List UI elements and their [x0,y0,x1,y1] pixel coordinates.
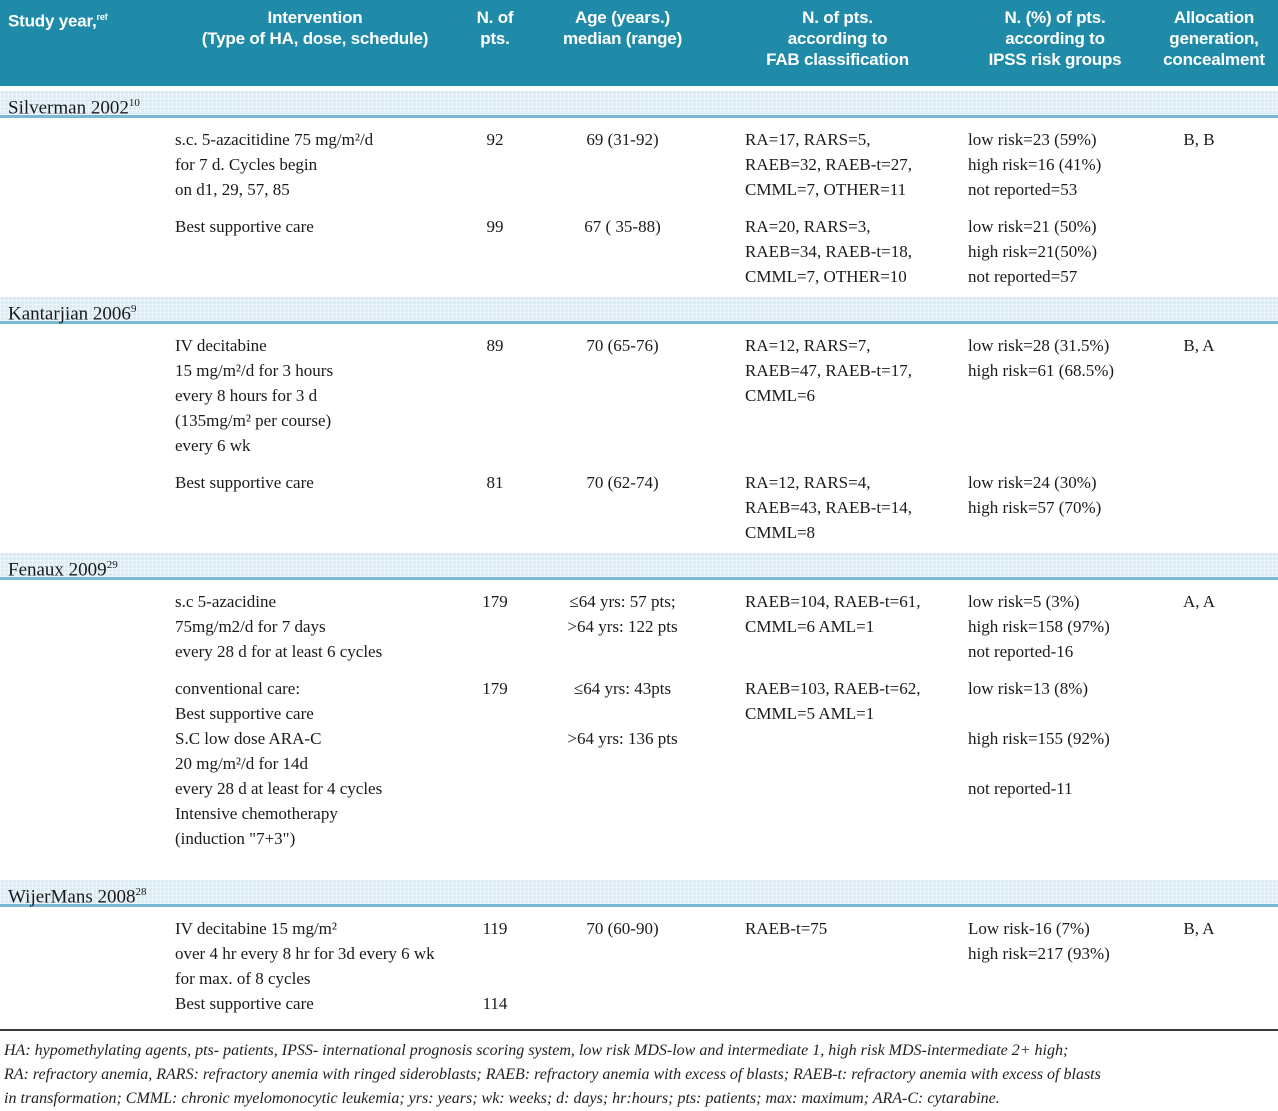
study-band: Kantarjian 20069 [0,297,1278,324]
fab-cell: RA=17, RARS=5, RAEB=32, RAEB-t=27, CMML=… [745,130,912,199]
ref-superscript: ref [96,12,108,22]
age-cell: 70 (65-76) [586,336,659,355]
table-row: s.c 5-azacidine 75mg/m2/d for 7 days eve… [0,580,1278,667]
col-header-study-year: Study year,ref [0,7,170,86]
col-header-fab: N. of pts. according to FAB classificati… [766,8,909,69]
n-pts-cell: 179 [482,679,508,698]
study-cell [0,214,170,289]
ipss-cell: low risk=28 (31.5%) high risk=61 (68.5%) [968,336,1115,380]
age-cell: 67 ( 35-88) [584,217,661,236]
age-cell: ≤64 yrs: 57 pts; >64 yrs: 122 pts [567,592,678,636]
study-name: Fenaux 2009 [8,559,107,581]
study-section-fenaux: Fenaux 200929 s.c 5-azacidine 75mg/m2/d … [0,553,1278,854]
table-row: IV decitabine 15 mg/m² over 4 hr every 8… [0,907,1278,991]
ipss-cell: Low risk-16 (7%) high risk=217 (93%) [968,919,1110,963]
study-band: Fenaux 200929 [0,553,1278,580]
ipss-cell: low risk=23 (59%) high risk=16 (41%) not… [968,130,1102,199]
study-ref-superscript: 29 [106,559,118,571]
age-cell: 70 (62-74) [586,473,659,492]
study-section-wijermans: WijerMans 200828 IV decitabine 15 mg/m² … [0,880,1278,1019]
intervention-cell: s.c. 5-azacitidine 75 mg/m²/d for 7 d. C… [175,130,374,199]
intervention-cell: s.c 5-azacidine 75mg/m2/d for 7 days eve… [175,592,383,661]
study-band: Silverman 200210 [0,91,1278,118]
col-header-study-year-label: Study year, [8,11,97,31]
fab-cell [715,991,960,1016]
ipss-cell: low risk=5 (3%) high risk=158 (97%) not … [968,592,1110,661]
n-pts-cell: 114 [482,994,508,1013]
table-row: Best supportive care 81 70 (62-74) RA=12… [0,461,1278,548]
n-pts-cell: 89 [486,336,504,355]
study-section-kantarjian: Kantarjian 20069 IV decitabine 15 mg/m²/… [0,297,1278,548]
fab-cell: RAEB=103, RAEB-t=62, CMML=5 AML=1 [745,679,921,723]
table-row: Best supportive care 99 67 ( 35-88) RA=2… [0,205,1278,292]
intervention-cell: conventional care: Best supportive care … [175,679,383,848]
study-cell [0,127,170,202]
study-cell [0,916,170,991]
intervention-cell: IV decitabine 15 mg/m² over 4 hr every 8… [175,919,435,988]
age-cell: 70 (60-90) [586,919,659,938]
allocation-cell [1150,676,1278,851]
ipss-cell: low risk=13 (8%) high risk=155 (92%) not… [968,679,1110,798]
col-header-age: Age (years.) median (range) [562,8,683,48]
ipss-cell: low risk=24 (30%) high risk=57 (70%) [968,473,1102,517]
fab-cell: RA=12, RARS=7, RAEB=47, RAEB-t=17, CMML=… [745,336,912,405]
col-header-n-pts: N. of pts. [476,8,514,48]
allocation-cell [1150,470,1278,545]
study-name: Kantarjian 2006 [8,303,131,325]
study-cell [0,333,170,458]
allocation-cell: B, B [1183,130,1215,149]
age-cell [530,991,715,1016]
study-cell [0,676,170,851]
study-section-silverman: Silverman 200210 s.c. 5-azacitidine 75 m… [0,91,1278,292]
allocation-cell: B, A [1183,919,1215,938]
allocation-cell: A, A [1182,592,1216,611]
age-cell: 69 (31-92) [586,130,659,149]
col-header-ipss: N. (%) of pts. according to IPSS risk gr… [988,8,1122,69]
n-pts-cell: 119 [482,919,508,938]
study-name: WijerMans 2008 [8,886,136,908]
n-pts-cell: 92 [486,130,504,149]
table-row: Best supportive care 114 [0,991,1278,1019]
fab-cell: RAEB-t=75 [745,919,828,938]
study-band: WijerMans 200828 [0,880,1278,907]
allocation-cell [1150,214,1278,289]
n-pts-cell: 99 [486,217,504,236]
table-row: conventional care: Best supportive care … [0,667,1278,854]
ipss-cell [960,991,1150,1016]
study-cell [0,470,170,545]
intervention-cell: Best supportive care [175,994,314,1013]
study-name: Silverman 2002 [8,97,129,119]
table-header-row: Study year,ref Intervention (Type of HA,… [0,0,1278,86]
intervention-cell: Best supportive care [175,473,314,492]
study-cell [0,589,170,664]
table-row: s.c. 5-azacitidine 75 mg/m²/d for 7 d. C… [0,118,1278,205]
intervention-cell: Best supportive care [175,217,314,236]
intervention-cell: IV decitabine 15 mg/m²/d for 3 hours eve… [175,336,334,455]
table-row: IV decitabine 15 mg/m²/d for 3 hours eve… [0,324,1278,461]
fab-cell: RAEB=104, RAEB-t=61, CMML=6 AML=1 [745,592,921,636]
allocation-cell: B, A [1183,336,1215,355]
fab-cell: RA=20, RARS=3, RAEB=34, RAEB-t=18, CMML=… [745,217,912,286]
study-ref-superscript: 9 [130,303,137,315]
n-pts-cell: 81 [486,473,504,492]
study-cell [0,991,170,1016]
study-ref-superscript: 10 [128,97,140,109]
allocation-cell [1150,991,1278,1016]
table-footnotes: HA: hypomethylating agents, pts- patient… [0,1029,1278,1111]
col-header-allocation: Allocation generation, concealment [1163,8,1265,69]
fab-cell: RA=12, RARS=4, RAEB=43, RAEB-t=14, CMML=… [745,473,912,542]
n-pts-cell: 179 [482,592,508,611]
age-cell: ≤64 yrs: 43pts >64 yrs: 136 pts [567,679,678,748]
ipss-cell: low risk=21 (50%) high risk=21(50%) not … [968,217,1098,286]
study-ref-superscript: 28 [135,886,147,898]
col-header-intervention: Intervention (Type of HA, dose, schedule… [201,8,429,48]
